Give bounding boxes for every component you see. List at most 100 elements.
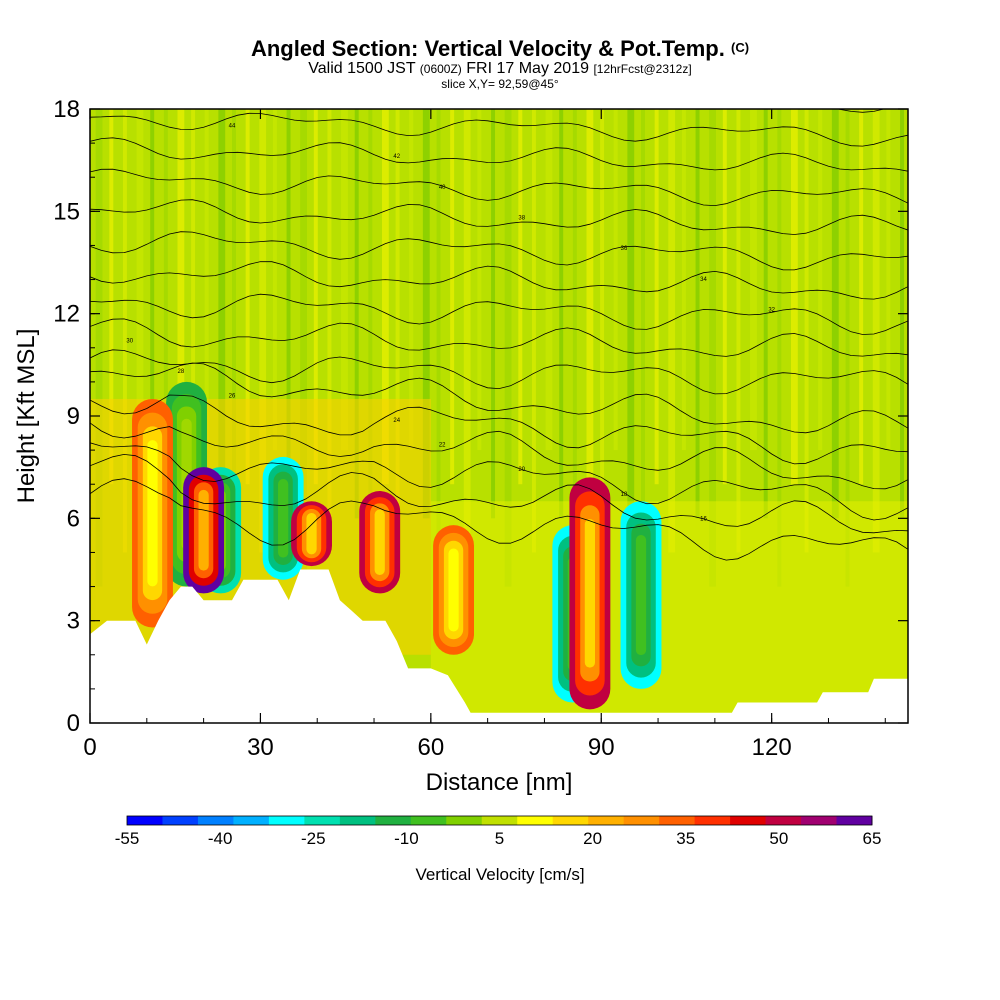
field-streak (818, 109, 823, 451)
isentrope-line (90, 453, 908, 534)
terrain (90, 569, 908, 723)
field-streak (259, 109, 267, 553)
colorbar-label: 5 (495, 829, 504, 848)
field-streak (600, 109, 605, 553)
isentrope-label: 46 (178, 93, 185, 99)
colorbar-frame (126, 815, 873, 826)
colorbar-swatch (233, 816, 270, 825)
field-streak (518, 109, 523, 485)
field-streak (886, 109, 891, 451)
colorbar-swatch (552, 816, 589, 825)
field-streak (545, 109, 553, 451)
field-streak (668, 109, 676, 553)
field-streak (327, 109, 332, 553)
isentrope-line (90, 422, 908, 490)
field-streak (409, 109, 414, 451)
updraft-cell (306, 512, 317, 555)
isentrope-label: 40 (439, 185, 446, 191)
isentrope-label: 20 (518, 467, 525, 473)
field-streak (463, 109, 471, 553)
colorbar-swatch (623, 816, 660, 825)
field-streak (736, 109, 741, 553)
field-streak (681, 109, 686, 451)
field-streak (586, 109, 594, 485)
field-streak (109, 109, 114, 485)
field-streak (709, 109, 716, 587)
y-tick-label: 3 (67, 608, 80, 635)
isentrope-label: 42 (393, 154, 400, 160)
isentrope-line (90, 199, 908, 235)
isentrope-line (90, 168, 908, 207)
colorbar-swatch (481, 816, 518, 825)
updraft-cell (584, 519, 596, 668)
x-tick-label: 90 (588, 734, 615, 761)
updraft-cell (198, 489, 209, 571)
isentrope-line (90, 51, 908, 82)
field-streak (777, 109, 782, 587)
field-streak (872, 109, 880, 553)
field-streak (613, 109, 618, 451)
isentrope-label: 38 (518, 215, 525, 221)
colorbar-label: 20 (583, 829, 602, 848)
field-streak (354, 109, 359, 519)
colorbar: -55 -40 -25 -10 5 20 35 50 65 Vertical Velocity [… (115, 815, 882, 884)
colorbar-swatch (375, 816, 412, 825)
x-axis-title: Distance [nm] (426, 769, 573, 796)
field-streak (845, 109, 850, 587)
colorbar-swatch (162, 816, 199, 825)
field-streak (531, 109, 536, 553)
x-tick-label: 60 (417, 734, 444, 761)
title-suffix: (C) (731, 40, 750, 55)
field-streak (722, 109, 727, 485)
isentrope-label: 48 (126, 62, 133, 68)
field-streak (450, 109, 455, 485)
isentrope-line (90, 231, 908, 271)
field-streak (368, 109, 373, 587)
colorbar-swatch (127, 816, 163, 825)
title-main: Angled Section: Vertical Velocity & Pot.… (250, 36, 725, 61)
colorbar-swatch (446, 816, 483, 825)
colorbar-swatch (765, 816, 802, 825)
isentrope-line (836, 109, 886, 113)
isentrope-label: 44 (229, 123, 236, 129)
field-streak (804, 109, 809, 553)
field-streak (150, 109, 155, 519)
isentrope-line (90, 261, 908, 300)
field-streak (381, 109, 389, 485)
colorbar-label: -40 (208, 829, 233, 848)
y-tick-label: 18 (53, 96, 80, 123)
x-tick-label: 30 (247, 734, 274, 761)
isentrope-line (90, 478, 908, 561)
field-streak (436, 109, 441, 587)
y-tick-label: 0 (67, 710, 80, 737)
field-streak (204, 109, 209, 451)
colorbar-swatch (659, 816, 696, 825)
y-tick-label: 12 (53, 301, 80, 328)
valid-prefix: Valid 1500 JST (308, 60, 416, 77)
field-streak (477, 109, 482, 451)
colorbar-swatch (730, 816, 767, 825)
isentrope-line (90, 442, 908, 521)
field-streak (859, 109, 864, 485)
isentrope-label: 24 (393, 418, 400, 424)
field-streak (122, 109, 127, 553)
field-streak (395, 109, 400, 553)
field-streak (272, 109, 277, 451)
isentrope-label: 30 (126, 338, 133, 344)
field-streak (232, 109, 236, 587)
isentrope-label: 22 (439, 443, 446, 449)
isentrope-line (90, 394, 908, 465)
field-streak (491, 109, 496, 519)
field-streak (627, 109, 635, 519)
field-streak (422, 109, 430, 519)
updraft-cell (448, 548, 459, 632)
isentrope-label: 26 (229, 394, 236, 400)
isentrope-line (90, 293, 908, 335)
isentrope-label: 16 (700, 516, 707, 522)
field-streak (300, 109, 307, 587)
colorbar-label: 65 (863, 829, 882, 848)
slice-info: slice X,Y= 92,59@45° (441, 77, 559, 91)
chart-title: Angled Section: Vertical Velocity & Pot.… (0, 36, 1000, 62)
downdraft-cell (278, 479, 289, 558)
